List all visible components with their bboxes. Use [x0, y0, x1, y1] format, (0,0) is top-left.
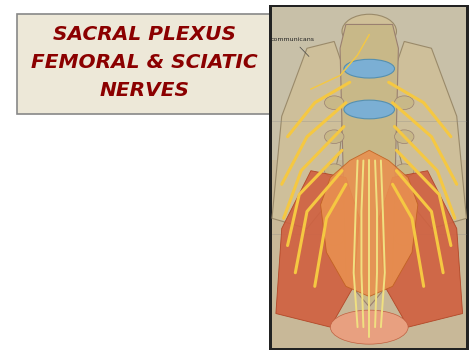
Text: communicans: communicans — [271, 37, 315, 56]
Polygon shape — [379, 171, 463, 327]
Ellipse shape — [394, 164, 414, 178]
Ellipse shape — [325, 164, 344, 178]
Polygon shape — [392, 42, 466, 229]
Ellipse shape — [344, 59, 394, 78]
Polygon shape — [340, 24, 399, 307]
Ellipse shape — [394, 198, 414, 212]
Ellipse shape — [325, 232, 344, 246]
Bar — [269, 5, 469, 350]
Ellipse shape — [330, 310, 408, 344]
Ellipse shape — [394, 96, 414, 109]
Ellipse shape — [325, 130, 344, 143]
Ellipse shape — [342, 14, 396, 48]
Ellipse shape — [394, 130, 414, 143]
Bar — [272, 7, 466, 160]
Bar — [272, 7, 466, 348]
Ellipse shape — [325, 96, 344, 109]
Text: NERVES: NERVES — [100, 81, 190, 100]
FancyBboxPatch shape — [17, 14, 272, 114]
Polygon shape — [272, 42, 346, 229]
Text: SACRAL PLEXUS: SACRAL PLEXUS — [53, 26, 236, 44]
Polygon shape — [320, 150, 418, 296]
Ellipse shape — [344, 100, 394, 119]
Polygon shape — [276, 171, 359, 327]
Text: FEMORAL & SCIATIC: FEMORAL & SCIATIC — [31, 53, 258, 72]
Ellipse shape — [325, 198, 344, 212]
Ellipse shape — [394, 232, 414, 246]
